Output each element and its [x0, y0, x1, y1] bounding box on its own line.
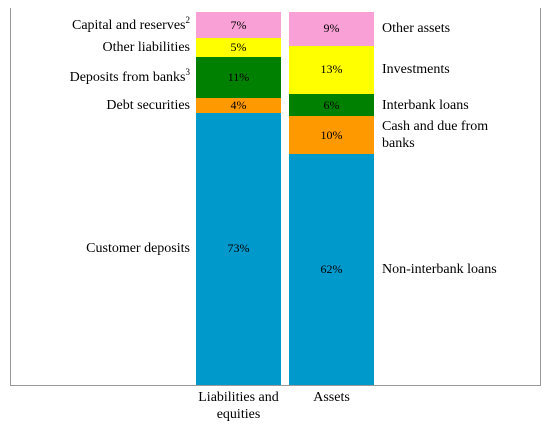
bar-segment: 13% — [289, 45, 374, 95]
segment-label: Investments — [382, 46, 522, 94]
segment-name: Other assets — [382, 21, 451, 37]
footnote-marker: 3 — [185, 66, 191, 77]
segment-label: Cash and due from banks — [382, 116, 522, 153]
value-label: 7% — [230, 17, 247, 32]
segment-name: Non-interbank loans — [382, 261, 497, 277]
value-label: 4% — [230, 97, 247, 112]
segment-name: Debt securities — [106, 97, 190, 113]
segment-label: Other assets — [382, 12, 522, 46]
value-label: 73% — [227, 241, 250, 256]
bar-segment: 62% — [289, 153, 374, 385]
frame — [10, 8, 541, 386]
segment-name: Interbank loans — [382, 97, 469, 113]
bar-segment: 9% — [289, 12, 374, 46]
x-tick-label: Liabilities and equities — [198, 390, 279, 422]
bar-segment: 4% — [196, 98, 281, 113]
segment-name: Other liabilities — [102, 39, 190, 55]
label-text: Customer deposits — [86, 240, 190, 257]
label-text: Other assets — [382, 20, 450, 37]
segment-label: Other liabilities — [0, 38, 190, 57]
value-label: 13% — [320, 62, 343, 77]
value-label: 9% — [323, 21, 340, 36]
value-label: 6% — [323, 97, 340, 112]
value-label: 62% — [320, 261, 343, 276]
segment-label: Interbank loans — [382, 94, 522, 116]
segment-name: Customer deposits — [86, 241, 190, 257]
segment-label: Customer deposits — [0, 113, 190, 385]
x-tick-label: Assets — [313, 390, 350, 405]
bar-segment: 6% — [289, 94, 374, 117]
label-text: Cash and due from banks — [382, 118, 522, 152]
segment-name: Investments — [382, 62, 450, 78]
bar-segment: 10% — [289, 116, 374, 154]
bar-segment: 11% — [196, 56, 281, 98]
segment-name: Capital and reserves — [71, 17, 186, 33]
segment-label: Debt securities — [0, 98, 190, 113]
label-text: Deposits from banks3 — [69, 66, 191, 86]
segment-name: Cash and due from banks — [382, 119, 489, 152]
bar-segment: 73% — [196, 112, 281, 385]
footnote-marker: 2 — [185, 14, 191, 25]
value-label: 5% — [230, 39, 247, 54]
segment-label: Non-interbank loans — [382, 154, 522, 385]
segment-label: Capital and reserves2 — [0, 12, 190, 38]
label-text: Non-interbank loans — [382, 261, 497, 278]
label-text: Capital and reserves2 — [71, 14, 191, 34]
value-label: 11% — [227, 69, 250, 84]
segment-label: Deposits from banks3 — [0, 57, 190, 98]
label-text: Other liabilities — [103, 39, 190, 56]
label-text: Investments — [382, 61, 450, 78]
label-text: Interbank loans — [382, 97, 469, 114]
value-label: 10% — [320, 127, 343, 142]
bar-segment: 7% — [196, 12, 281, 39]
bar-segment: 5% — [196, 38, 281, 57]
segment-name: Deposits from banks — [69, 69, 186, 85]
label-text: Debt securities — [106, 97, 190, 114]
